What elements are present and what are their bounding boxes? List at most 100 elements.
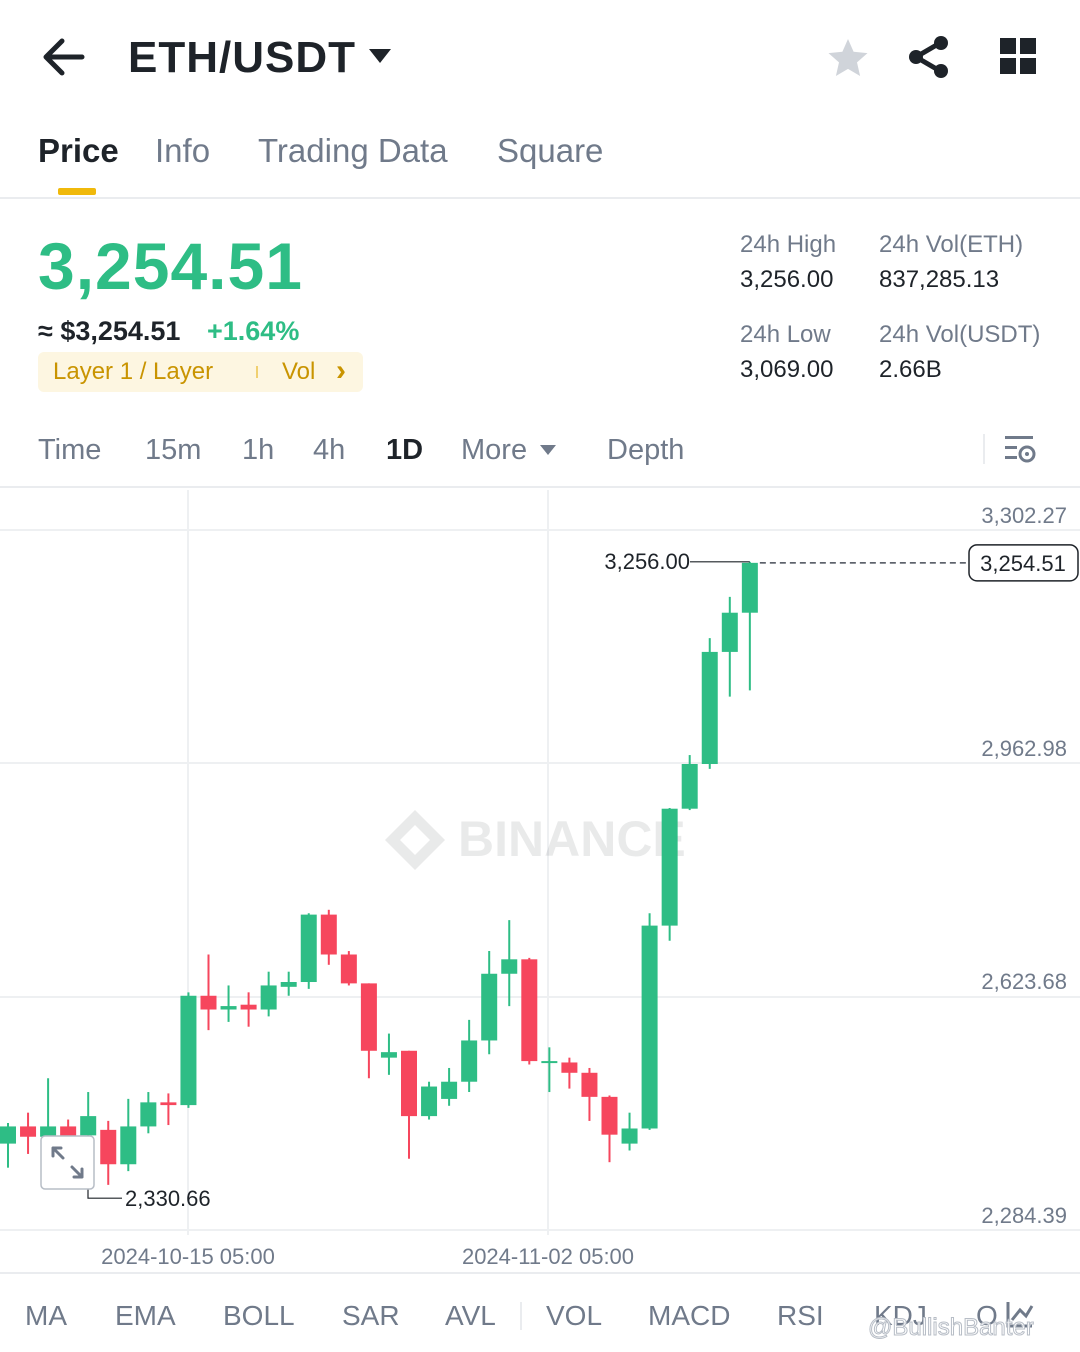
share-icon[interactable] — [906, 34, 952, 80]
candle-body — [120, 1126, 137, 1165]
candle-body — [0, 1126, 16, 1144]
candle-body — [561, 1062, 578, 1073]
candle-body — [60, 1126, 77, 1137]
expand-icon[interactable] — [40, 1135, 95, 1190]
interval-4h[interactable]: 4h — [313, 434, 346, 466]
candle-body — [360, 983, 377, 1051]
candle-body — [20, 1126, 37, 1137]
candle-body — [260, 985, 277, 1010]
y-tick-label: 2,623.68 — [981, 969, 1067, 994]
candle-body — [200, 995, 217, 1010]
price-change: +1.64% — [207, 316, 300, 346]
y-tick-label: 2,962.98 — [981, 736, 1067, 761]
grid-icon[interactable] — [998, 36, 1038, 76]
indicator-obv[interactable]: O — [976, 1300, 998, 1331]
tab-trading-data[interactable]: Trading Data — [258, 132, 448, 169]
category-tag[interactable]: Layer 1 / Layer Vol › — [38, 352, 363, 392]
candle-body — [160, 1102, 177, 1106]
current-price-value: 3,254.51 — [980, 551, 1066, 576]
candle-body — [541, 1061, 558, 1064]
candle-body — [621, 1128, 638, 1144]
indicator-sar[interactable]: SAR — [342, 1300, 400, 1331]
x-tick-label: 2024-10-15 05:00 — [101, 1244, 275, 1269]
candles-group — [0, 561, 758, 1185]
candle-body — [40, 1126, 57, 1137]
indicator-macd[interactable]: MACD — [648, 1300, 731, 1331]
max-price-label: 3,256.00 — [604, 549, 690, 574]
active-tab-indicator — [58, 188, 96, 195]
indicator-ema[interactable]: EMA — [115, 1300, 176, 1331]
x-tick-label: 2024-11-02 05:00 — [462, 1244, 634, 1269]
candle-body — [681, 764, 698, 809]
indicator-divider — [520, 1302, 522, 1330]
candle-body — [661, 808, 678, 926]
candle-body — [220, 1006, 237, 1010]
last-price: 3,254.51 — [38, 229, 303, 303]
interval-1h[interactable]: 1h — [242, 434, 275, 466]
star-icon[interactable] — [826, 36, 870, 80]
candle-body — [601, 1096, 618, 1135]
candle-body — [240, 1004, 257, 1010]
interval-depth[interactable]: Depth — [607, 434, 685, 466]
vol-quote-value: 2.66B — [879, 356, 942, 383]
vol-base-label: 24h Vol(ETH) — [879, 231, 1024, 258]
candle-body — [140, 1102, 157, 1127]
chart-canvas[interactable]: BINANCE 3,302.27 2,962.98 2,623.68 2,284… — [0, 490, 1080, 1270]
indicator-edit-icon[interactable] — [1004, 1298, 1036, 1330]
pair-title[interactable]: ETH/USDT — [128, 33, 356, 82]
vol-quote-label: 24h Vol(USDT) — [879, 321, 1041, 348]
tag-category: Layer 1 / Layer — [53, 358, 214, 385]
user-watermark: @BullishBanter — [868, 1314, 1035, 1342]
candle-body — [441, 1081, 458, 1099]
usd-price: ≈ $3,254.51 — [38, 316, 181, 346]
candle-body — [100, 1129, 117, 1165]
candle-body — [581, 1072, 598, 1097]
indicator-rsi[interactable]: RSI — [777, 1300, 824, 1331]
arrow-left-icon[interactable] — [40, 36, 86, 78]
indicator-ma[interactable]: MA — [25, 1300, 67, 1331]
tab-price[interactable]: Price — [38, 132, 119, 169]
candlestick-chart[interactable]: BINANCE 3,302.27 2,962.98 2,623.68 2,284… — [0, 490, 1080, 1270]
vol-base-value: 837,285.13 — [879, 266, 1000, 293]
current-price-label — [968, 544, 1079, 582]
interval-time[interactable]: Time — [38, 434, 102, 466]
interval-more[interactable]: More — [461, 434, 528, 466]
indicator-kdj[interactable]: KDJ — [874, 1300, 927, 1331]
candle-body — [280, 982, 297, 987]
candle-body — [481, 973, 498, 1041]
indicator-avl[interactable]: AVL — [445, 1300, 496, 1331]
y-tick-label: 2,284.39 — [981, 1203, 1067, 1228]
tag-divider — [256, 366, 258, 378]
candle-body — [741, 562, 758, 613]
caret-down-icon[interactable] — [366, 46, 394, 66]
candle-body — [461, 1040, 478, 1082]
high-label: 24h High — [740, 231, 837, 258]
interval-15m[interactable]: 15m — [145, 434, 202, 466]
watermark-text: BINANCE — [458, 811, 686, 867]
low-label: 24h Low — [740, 321, 831, 348]
indicator-vol[interactable]: VOL — [546, 1300, 603, 1331]
interval-divider — [983, 434, 985, 464]
candle-body — [180, 995, 197, 1106]
tab-square[interactable]: Square — [497, 132, 604, 169]
candle-body — [80, 1116, 97, 1136]
tab-info[interactable]: Info — [155, 132, 211, 169]
chart-settings-icon[interactable] — [1002, 432, 1038, 468]
candle-body — [501, 959, 518, 974]
interval-1d[interactable]: 1D — [386, 434, 424, 466]
indicator-boll[interactable]: BOLL — [223, 1300, 295, 1331]
candle-body — [401, 1050, 417, 1117]
candle-body — [641, 925, 658, 1129]
candle-body — [701, 651, 718, 765]
candle-body — [320, 914, 337, 955]
more-caret-icon[interactable] — [539, 444, 557, 456]
interval-bar: Time 15m 1h 4h 1D More Depth — [0, 418, 1080, 488]
top-bar: ETH/USDT — [0, 0, 1080, 115]
candle-body — [521, 959, 538, 1062]
low-value: 3,069.00 — [740, 356, 834, 383]
binance-watermark: BINANCE — [385, 810, 686, 870]
candle-body — [421, 1086, 438, 1117]
candle-body — [380, 1052, 397, 1058]
indicator-bar: MA EMA BOLL SAR AVL VOL MACD RSI KDJ O — [0, 1272, 1080, 1352]
min-price-label: 2,330.66 — [125, 1186, 211, 1211]
